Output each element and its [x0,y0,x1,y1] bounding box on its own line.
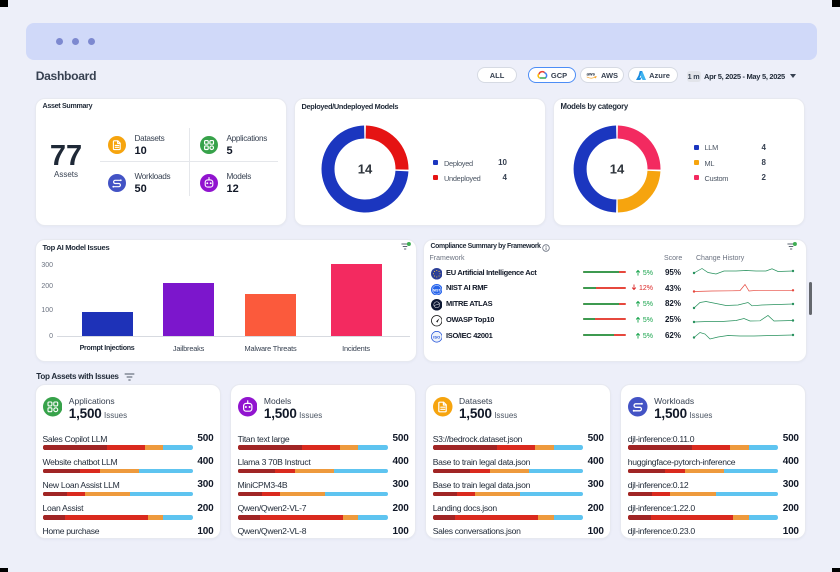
svg-text:NIST: NIST [433,288,440,292]
svg-text:aws: aws [586,72,595,77]
svg-text:ISO: ISO [433,334,440,339]
svg-text:14: 14 [357,162,372,177]
svg-text:14: 14 [609,162,624,177]
